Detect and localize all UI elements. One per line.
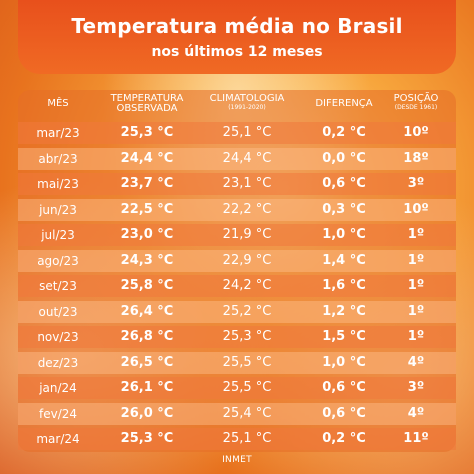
climatology-cell: 22,9 °C [222,252,272,268]
header-climatology: CLIMATOLOGIA (1991-2020) [198,94,296,112]
title-banner: Temperatura média no Brasil nos últimos … [18,0,456,74]
header-position-sub: (DESDE 1961) [394,104,438,111]
observed-cell: 26,8 °C [120,329,174,344]
observed-cell: 23,0 °C [120,227,174,242]
table-row: nov/23 26,8 °C 25,3 °C 1,5 °C 1º [18,326,456,348]
position-cell: 18º [403,150,429,166]
temperature-table: MÊS TEMPERATURA OBSERVADA CLIMATOLOGIA (… [18,90,456,452]
climatology-cell: 25,5 °C [222,354,272,370]
table-row: abr/23 24,4 °C 24,4 °C 0,0 °C 18º [18,147,456,170]
position-cell: 1º [407,278,425,293]
difference-cell: 0,6 °C [322,176,366,191]
difference-cell: 1,0 °C [322,354,366,370]
month-cell: ago/23 [37,253,79,268]
difference-cell: 1,4 °C [322,252,366,268]
observed-cell: 22,5 °C [120,201,174,217]
table-row: jul/23 23,0 °C 21,9 °C 1,0 °C 1º [18,224,456,246]
header-month: MÊS [22,99,94,109]
table-header: MÊS TEMPERATURA OBSERVADA CLIMATOLOGIA (… [18,90,456,120]
position-cell: 11º [403,431,429,446]
table-row: mar/24 25,3 °C 25,1 °C 0,2 °C 11º [18,428,456,450]
month-cell: abr/23 [38,151,78,166]
month-cell: dez/23 [37,355,79,370]
observed-cell: 25,3 °C [120,431,174,446]
header-observed-line2: OBSERVADA [116,103,178,114]
position-cell: 1º [407,227,425,242]
position-cell: 4º [407,354,425,370]
header-difference: DIFERENÇA [300,99,388,109]
observed-cell: 26,0 °C [120,405,174,421]
position-cell: 3º [407,176,425,191]
climatology-cell: 24,2 °C [222,278,272,293]
position-cell: 1º [407,252,425,268]
page-subtitle: nos últimos 12 meses [151,44,323,60]
climatology-cell: 25,1 °C [222,125,272,140]
difference-cell: 0,2 °C [322,431,366,446]
climatology-cell: 25,3 °C [222,329,272,344]
climatology-cell: 25,4 °C [222,405,272,421]
climatology-cell: 25,1 °C [222,431,272,446]
page-title: Temperatura média no Brasil [71,14,403,38]
month-cell: mai/23 [37,177,79,191]
table-row: mai/23 23,7 °C 23,1 °C 0,6 °C 3º [18,173,456,195]
month-cell: jul/23 [41,228,75,242]
table-row: dez/23 26,5 °C 25,5 °C 1,0 °C 4º [18,351,456,374]
position-cell: 1º [407,329,425,344]
table-row: jun/23 22,5 °C 22,2 °C 0,3 °C 10º [18,198,456,221]
month-cell: mar/23 [36,126,80,140]
position-cell: 10º [403,201,429,217]
position-cell: 4º [407,405,425,421]
climatology-cell: 23,1 °C [222,176,272,191]
observed-cell: 25,8 °C [120,278,174,293]
position-cell: 10º [403,125,429,140]
table-body: mar/23 25,3 °C 25,1 °C 0,2 °C 10º abr/23… [18,122,456,454]
position-cell: 1º [407,303,425,319]
table-row: ago/23 24,3 °C 22,9 °C 1,4 °C 1º [18,249,456,272]
table-row: set/23 25,8 °C 24,2 °C 1,6 °C 1º [18,275,456,297]
month-cell: jun/23 [39,202,77,217]
header-observed-line1: TEMPERATURA [110,93,184,104]
header-climatology-label: CLIMATOLOGIA [209,93,285,104]
table-row: out/23 26,4 °C 25,2 °C 1,2 °C 1º [18,300,456,323]
climatology-cell: 25,5 °C [222,380,272,395]
observed-cell: 25,3 °C [120,125,174,140]
header-difference-label: DIFERENÇA [315,98,373,109]
climatology-cell: 21,9 °C [222,227,272,242]
table-row: jan/24 26,1 °C 25,5 °C 0,6 °C 3º [18,377,456,399]
position-cell: 3º [407,380,425,395]
difference-cell: 0,3 °C [322,201,366,217]
observed-cell: 26,5 °C [120,354,174,370]
climatology-cell: 22,2 °C [222,201,272,217]
climatology-cell: 25,2 °C [222,303,272,319]
difference-cell: 0,2 °C [322,125,366,140]
difference-cell: 1,5 °C [322,329,366,344]
difference-cell: 0,6 °C [322,380,366,395]
difference-cell: 0,6 °C [322,405,366,421]
month-cell: nov/23 [37,330,79,344]
month-cell: out/23 [38,304,78,319]
difference-cell: 1,0 °C [322,227,366,242]
difference-cell: 0,0 °C [322,150,366,166]
month-cell: mar/24 [36,432,80,446]
observed-cell: 26,1 °C [120,380,174,395]
table-row: fev/24 26,0 °C 25,4 °C 0,6 °C 4º [18,402,456,425]
difference-cell: 1,2 °C [322,303,366,319]
header-observed: TEMPERATURA OBSERVADA [102,94,192,114]
month-cell: jan/24 [39,381,77,395]
header-position-label: POSIÇÃO [393,93,439,104]
observed-cell: 26,4 °C [120,303,174,319]
month-cell: fev/24 [38,406,78,421]
table-row: mar/23 25,3 °C 25,1 °C 0,2 °C 10º [18,122,456,144]
observed-cell: 24,4 °C [120,150,174,166]
source-credit: INMET [222,455,252,465]
climatology-cell: 24,4 °C [222,150,272,166]
difference-cell: 1,6 °C [322,278,366,293]
observed-cell: 24,3 °C [120,252,174,268]
observed-cell: 23,7 °C [120,176,174,191]
header-climatology-sub: (1991-2020) [228,104,266,111]
header-month-label: MÊS [47,98,69,109]
header-position: POSIÇÃO (DESDE 1961) [386,94,446,112]
month-cell: set/23 [39,279,77,293]
